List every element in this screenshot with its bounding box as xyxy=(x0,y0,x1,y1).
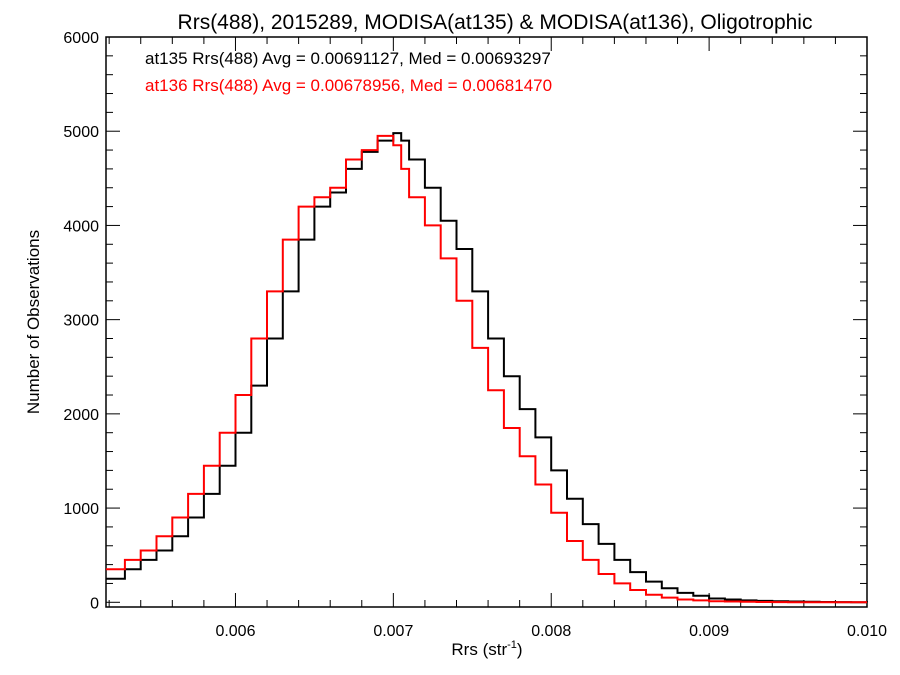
y-axis-ticks: 0 1000 2000 3000 4000 5000 6000 xyxy=(63,30,867,612)
x-tick-label: 0.010 xyxy=(847,623,887,640)
plot-frame xyxy=(105,36,868,608)
y-axis-label: Number of Observations xyxy=(24,230,43,414)
series-layer xyxy=(106,132,868,604)
y-tick-label: 1000 xyxy=(63,501,99,518)
y-tick-label: 2000 xyxy=(63,407,99,424)
x-tick-label: 0.007 xyxy=(373,623,413,640)
y-tick-label: 0 xyxy=(90,595,99,612)
annotation-at136: at136 Rrs(488) Avg = 0.00678956, Med = 0… xyxy=(145,76,552,95)
annotation-at135: at135 Rrs(488) Avg = 0.00691127, Med = 0… xyxy=(145,49,551,68)
x-axis-label-exponent: -1 xyxy=(507,639,517,651)
y-tick-label: 4000 xyxy=(63,218,99,235)
x-axis-ticks: 0.006 0.007 0.008 0.009 0.010 xyxy=(108,37,887,640)
histogram-series-at136 xyxy=(106,134,867,604)
histogram-series-at135 xyxy=(106,132,868,604)
x-axis-label-main: Rrs (str xyxy=(451,640,507,659)
x-axis-label-close: ) xyxy=(517,640,523,659)
x-axis-label: Rrs (str-1) xyxy=(451,639,522,659)
y-tick-label: 5000 xyxy=(63,124,99,141)
x-tick-label: 0.006 xyxy=(215,623,255,640)
y-tick-label: 6000 xyxy=(63,30,99,47)
x-tick-label: 0.008 xyxy=(531,623,571,640)
y-tick-label: 3000 xyxy=(63,313,99,330)
chart-title: Rrs(488), 2015289, MODISA(at135) & MODIS… xyxy=(178,11,813,34)
x-tick-label: 0.009 xyxy=(689,623,729,640)
